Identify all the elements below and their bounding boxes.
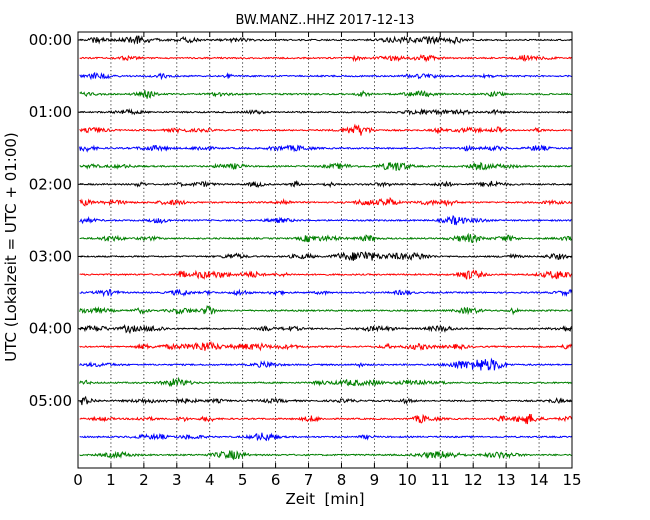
trace-row-5 xyxy=(79,123,572,136)
trace-rows xyxy=(79,35,573,461)
trace-row-13 xyxy=(79,269,573,280)
x-tick-label-0: 0 xyxy=(73,471,83,489)
x-tick-label-7: 7 xyxy=(304,471,314,489)
y-tick-label-02:00: 02:00 xyxy=(29,175,72,193)
x-tick-label-2: 2 xyxy=(139,471,149,489)
y-tick-label-05:00: 05:00 xyxy=(29,392,72,410)
x-tick-label-1: 1 xyxy=(106,471,116,489)
x-tick-label-10: 10 xyxy=(398,471,417,489)
trace-row-15 xyxy=(79,304,573,316)
trace-row-9 xyxy=(79,196,573,207)
y-axis-title: UTC (Lokalzeit = UTC + 01:00) xyxy=(2,132,20,362)
x-tick-label-4: 4 xyxy=(205,471,215,489)
x-tick-label-3: 3 xyxy=(172,471,182,489)
trace-row-22 xyxy=(79,432,573,442)
x-tick-label-12: 12 xyxy=(464,471,483,489)
trace-row-2 xyxy=(79,71,572,81)
y-axis-ticks: 00:00 01:00 02:00 03:00 04:00 05:00 xyxy=(29,31,572,410)
trace-row-10 xyxy=(79,214,572,226)
trace-row-20 xyxy=(79,395,572,406)
y-tick-label-03:00: 03:00 xyxy=(29,247,72,265)
y-tick-label-01:00: 01:00 xyxy=(29,103,72,121)
trace-row-12 xyxy=(79,251,573,261)
plot-frame xyxy=(77,31,573,469)
x-tick-label-15: 15 xyxy=(562,471,581,489)
trace-row-4 xyxy=(79,107,572,116)
x-axis-title: Zeit [min] xyxy=(285,490,364,508)
trace-row-3 xyxy=(79,89,572,99)
x-tick-label-5: 5 xyxy=(238,471,248,489)
trace-row-0 xyxy=(79,35,572,46)
trace-row-8 xyxy=(79,179,572,189)
y-tick-label-00:00: 00:00 xyxy=(29,31,72,49)
x-tick-label-8: 8 xyxy=(337,471,347,489)
trace-row-7 xyxy=(79,161,572,171)
trace-row-1 xyxy=(79,53,572,63)
x-axis-ticks: 0 1 2 3 4 5 6 7 8 9 10 11 12 13 14 15 xyxy=(73,32,582,489)
trace-row-14 xyxy=(79,288,573,298)
trace-row-19 xyxy=(79,376,572,387)
x-tick-label-11: 11 xyxy=(431,471,450,489)
trace-row-21 xyxy=(79,413,573,425)
x-tick-label-6: 6 xyxy=(271,471,281,489)
trace-row-6 xyxy=(79,144,573,153)
x-tick-label-13: 13 xyxy=(497,471,516,489)
x-tick-label-14: 14 xyxy=(530,471,549,489)
trace-row-18 xyxy=(79,357,572,371)
chart-title: BW.MANZ..HHZ 2017-12-13 xyxy=(235,13,414,28)
trace-row-23 xyxy=(79,450,572,461)
y-tick-label-04:00: 04:00 xyxy=(29,320,72,338)
trace-row-16 xyxy=(79,324,573,335)
grid-lines xyxy=(110,32,540,468)
trace-row-11 xyxy=(79,232,573,244)
trace-row-17 xyxy=(79,340,573,352)
x-tick-label-9: 9 xyxy=(370,471,380,489)
